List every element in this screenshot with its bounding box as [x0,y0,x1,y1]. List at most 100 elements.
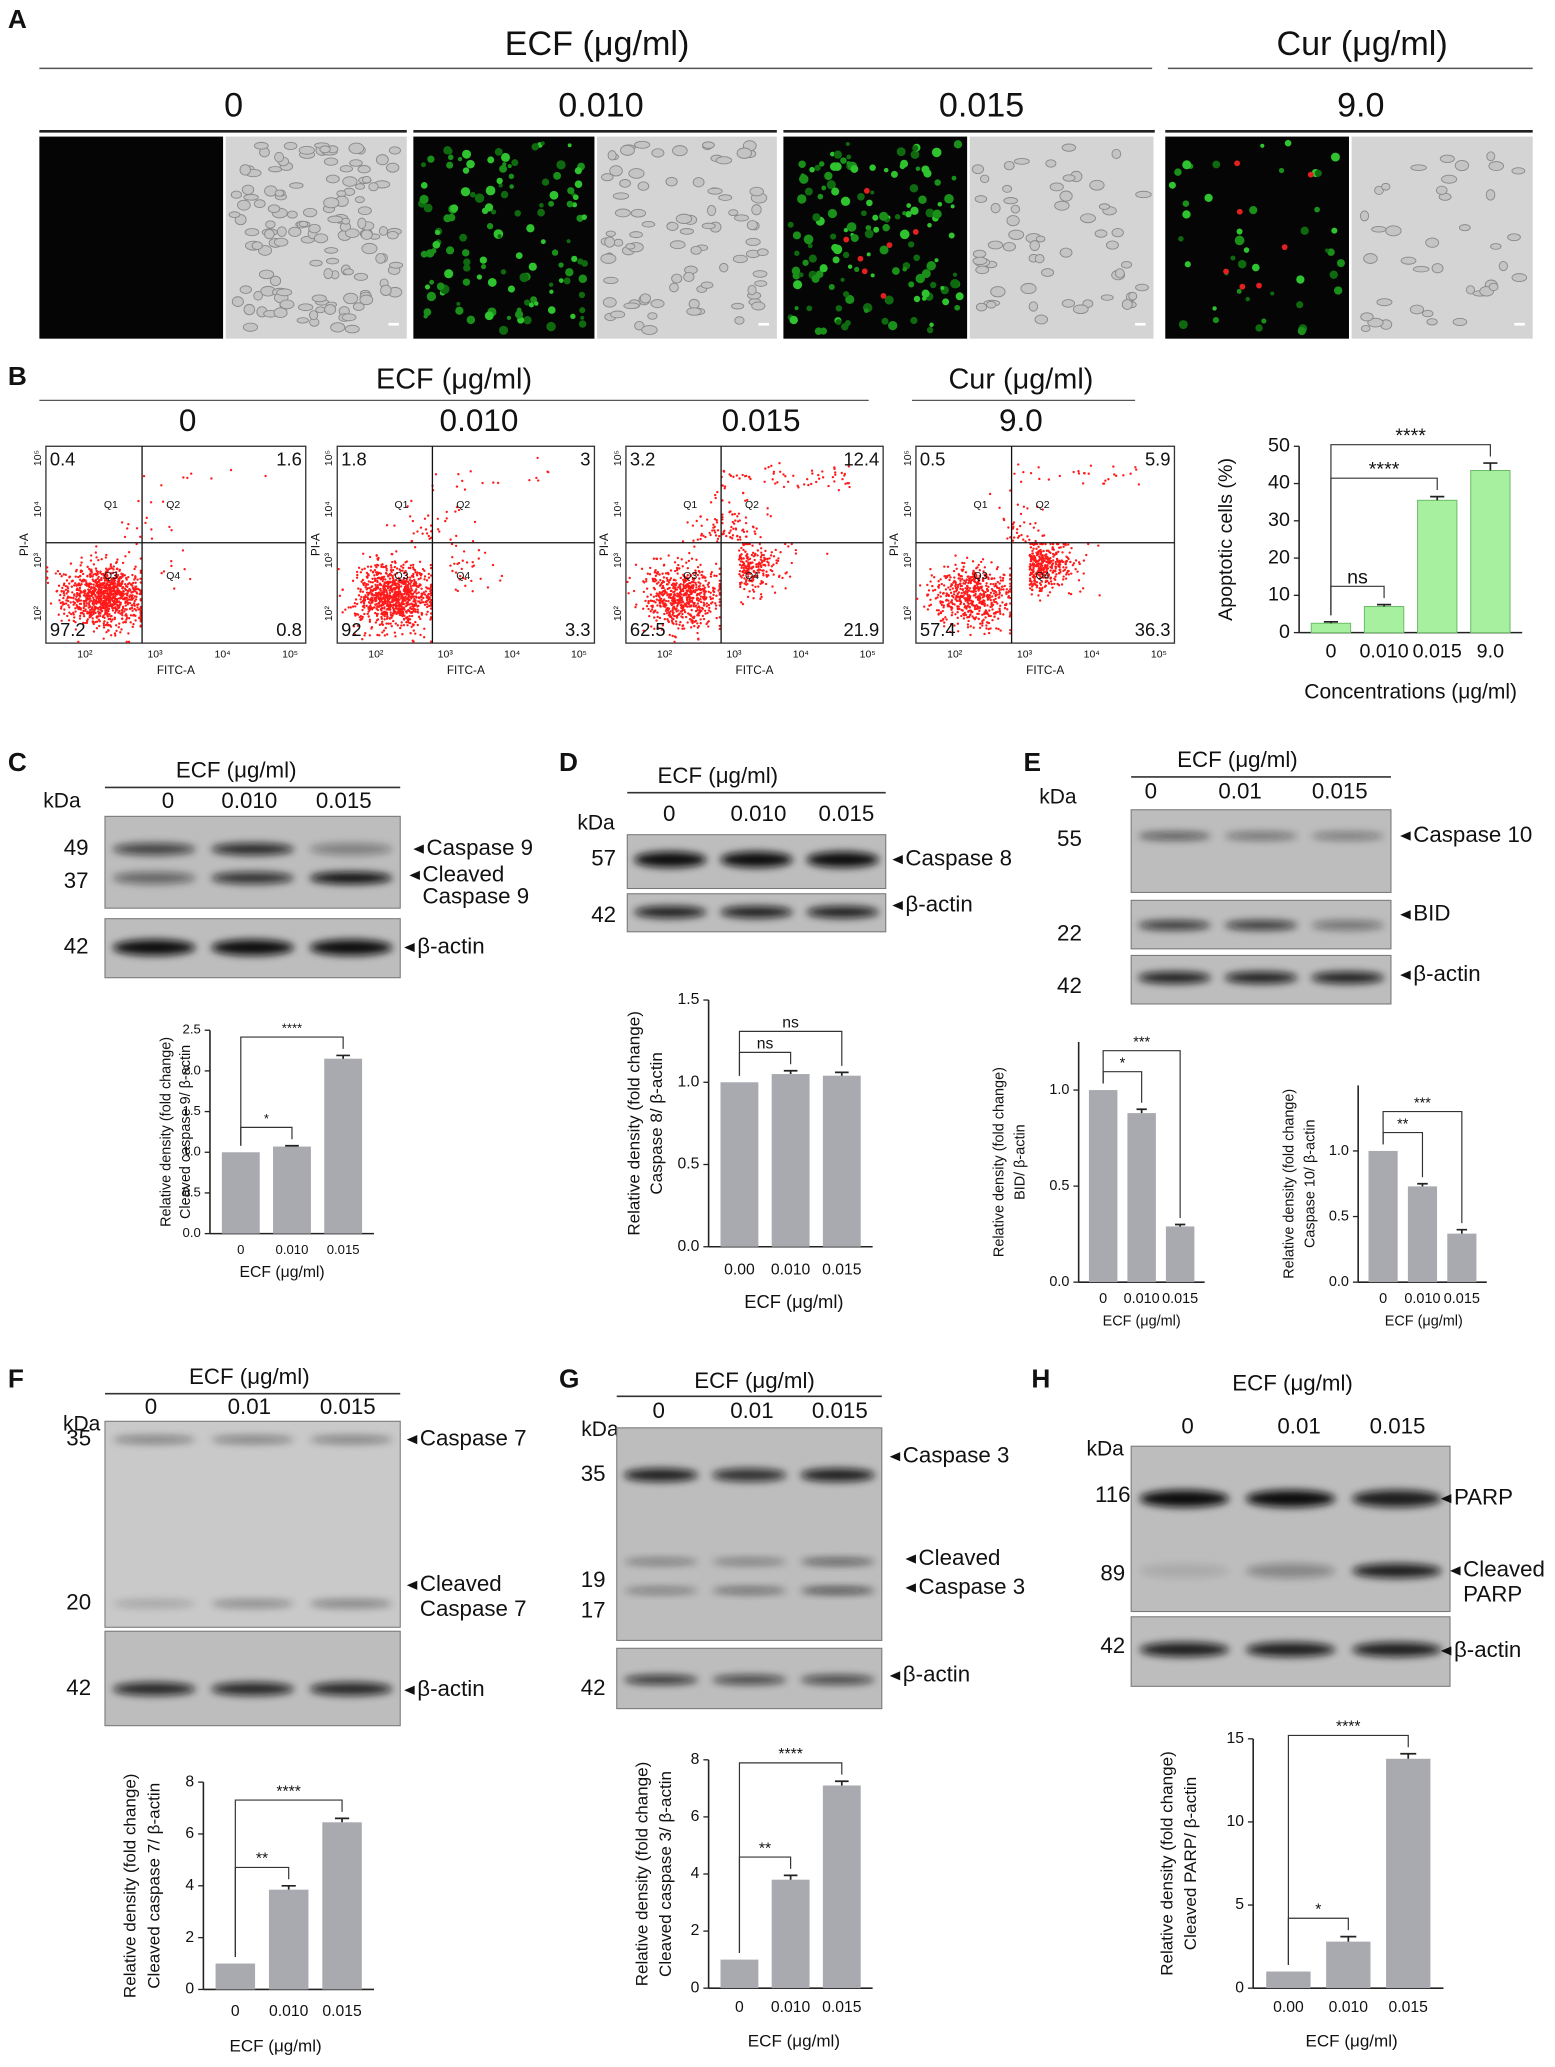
cell-event [409,564,413,567]
cell-event [114,571,118,574]
cell-event [374,603,377,606]
quadrant-percent: 3.2 [630,449,656,470]
cell-event [668,596,671,599]
cell-event [407,598,411,601]
cell-event [736,538,740,541]
cell-event [104,567,108,570]
cell-event [361,638,364,641]
cell-event [354,605,357,608]
cell-event [1137,483,1141,486]
cell-outline [975,265,990,275]
cell-event [939,611,943,615]
cell-event [119,582,122,585]
cell-event [1016,528,1019,531]
cell-event [786,480,790,484]
cell-event [681,600,685,604]
cell-event [88,582,91,585]
green-cell [539,203,544,208]
protein-band [1139,1490,1229,1508]
cell-event [97,597,100,600]
cell-event [989,596,992,599]
cell-event [760,547,763,550]
axis-label: FITC-A [447,663,485,677]
cell-event [425,579,429,582]
cell-event [413,597,416,601]
cell-event [741,473,744,477]
cell-event [445,517,448,520]
cell-event [66,585,69,588]
green-cell [500,269,507,275]
cell-event [382,613,385,616]
cell-event [998,589,1001,592]
cell-event [401,569,404,572]
protein-band [634,851,707,868]
cell-event [150,537,154,540]
cell-event [821,476,825,479]
quadrant-percent: 3 [580,449,590,470]
cell-event [759,535,762,539]
cell-event [1037,594,1040,597]
cell-event [455,485,459,488]
cell-outline [1111,148,1122,159]
cell-event [367,601,371,604]
panel-label: D [559,747,578,777]
cell-event [959,602,962,606]
green-cell [846,222,857,232]
cell-event [68,576,71,579]
green-cell [913,295,921,303]
cell-event [1028,538,1031,541]
cell-outline [1061,143,1077,152]
cell-event [479,577,482,580]
cell-outline [279,299,295,310]
cell-event [385,617,389,620]
cell-event [676,572,679,575]
band-label: BID [1413,901,1450,926]
protein-band [211,1682,294,1696]
cell-event [100,583,103,586]
kda-label: kDa [577,812,615,835]
cell-outline [639,293,651,304]
cell-event [705,602,709,605]
cell-event [681,612,684,616]
cell-event [963,579,966,582]
cell-event [74,607,77,610]
cell-event [669,610,672,613]
cell-event [400,565,403,568]
cell-event [385,608,389,611]
cell-event [645,587,649,590]
cell-event [968,589,971,592]
cell-event [427,514,430,517]
cell-event [777,557,780,560]
cell-event [699,598,702,601]
green-cell [479,256,488,264]
cell-event [406,624,409,627]
green-cell [494,148,503,156]
cell-event [982,601,985,604]
cell-event [379,589,383,592]
cell-event [377,576,381,579]
cell-event [696,565,700,569]
cell-event [377,592,381,595]
cell-event [668,615,672,618]
cell-event [1038,563,1042,566]
cell-event [389,564,393,567]
cell-event [108,617,112,621]
cell-event [380,617,384,620]
cell-event [388,597,391,600]
cell-event [648,573,652,576]
green-cell [551,249,559,256]
cell-event [98,614,102,618]
cell-event [486,586,490,589]
green-cell [1168,181,1176,189]
cell-event [386,615,389,618]
cell-outline [308,310,319,321]
cell-event [693,589,696,593]
gate-label: Q3 [395,571,409,582]
cell-outline [1488,161,1505,172]
cell-event [1039,583,1043,587]
cell-event [62,590,66,593]
cell-event [496,481,500,485]
cell-outline [666,221,679,231]
cell-event [380,597,384,600]
green-cell [1174,168,1182,176]
